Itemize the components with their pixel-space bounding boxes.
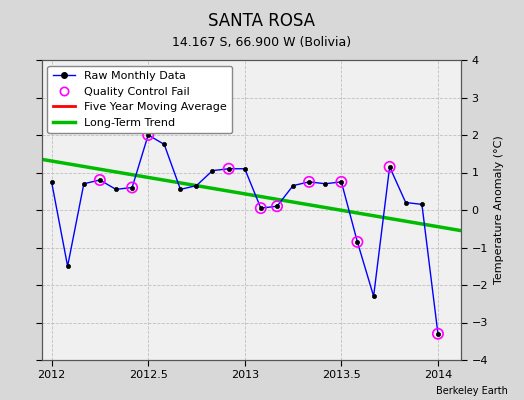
Point (257, 205, 265, 211)
Legend: Raw Monthly Data, Quality Control Fail, Five Year Moving Average, Long-Term Tren: Raw Monthly Data, Quality Control Fail, … (48, 66, 233, 133)
Text: 14.167 S, 66.900 W (Bolivia): 14.167 S, 66.900 W (Bolivia) (172, 36, 352, 49)
Point (144, 132, 152, 138)
Point (337, 179, 345, 185)
Y-axis label: Temperature Anomaly (°C): Temperature Anomaly (°C) (494, 136, 504, 284)
Point (353, 239, 362, 245)
Point (273, 203, 281, 210)
Point (434, 330, 442, 337)
Point (96, 177, 104, 183)
Text: SANTA ROSA: SANTA ROSA (209, 12, 315, 30)
Text: Berkeley Earth: Berkeley Earth (436, 386, 508, 396)
Point (224, 166, 233, 172)
Point (305, 179, 313, 185)
Point (386, 164, 394, 170)
Point (128, 184, 136, 191)
